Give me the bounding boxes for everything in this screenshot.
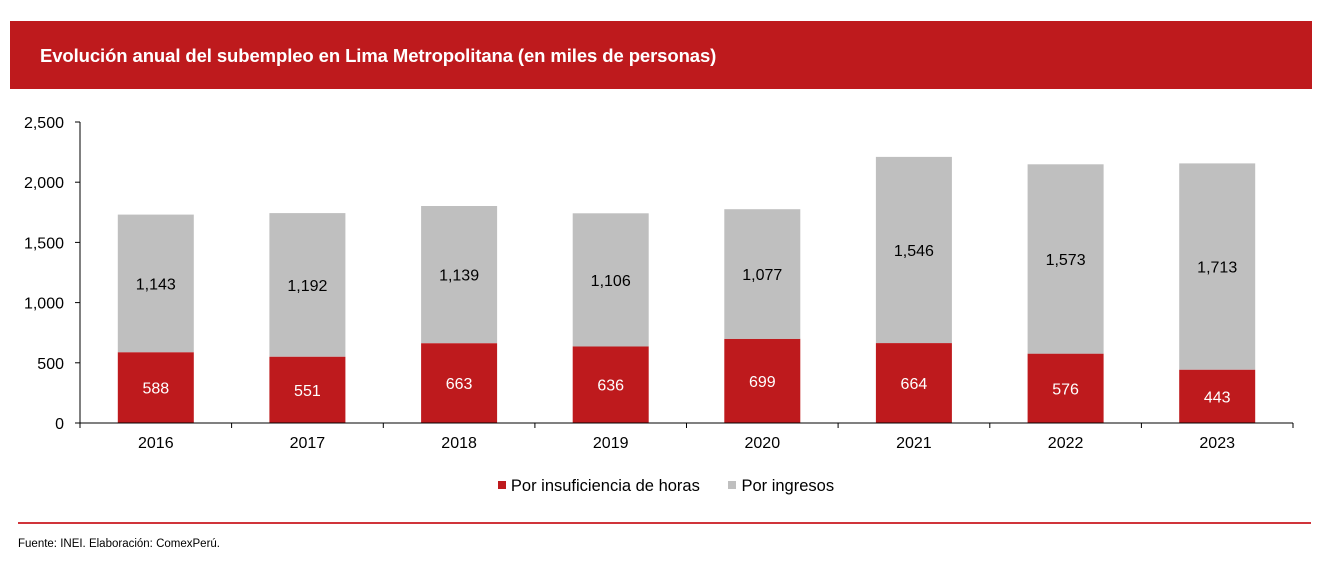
bars-layer [117,156,1256,423]
bar-segment-hours-2016 [117,352,194,423]
legend-swatch-income [728,481,737,489]
data-label-income-2020: 1,077 [742,267,782,284]
chart-header-band [10,21,1312,89]
legend-swatch-hours [497,481,506,489]
bar-segment-income-2018 [421,206,498,344]
data-label-hours-2018: 663 [446,376,473,393]
data-label-income-2021: 1,546 [894,243,934,260]
data-label-income-2022: 1,573 [1046,252,1086,269]
bar-segment-hours-2020 [724,338,801,423]
x-tick-label-2018: 2018 [441,435,477,452]
bar-segment-income-2017 [269,213,346,357]
y-tick-label-1000: 1,000 [24,296,64,313]
bar-segment-income-2021 [875,156,952,343]
x-tick-label-2022: 2022 [1048,435,1084,452]
y-tick-label-2000: 2,000 [24,175,64,192]
data-label-income-2018: 1,139 [439,268,479,285]
stacked-bar-chart: 0 500 1,000 1,500 2,000 2,500 2016 2017 2018 2019… [24,115,1294,452]
legend-label-income: Por ingresos [741,477,835,495]
bar-segment-income-2022 [1027,164,1104,354]
data-label-income-2019: 1,106 [591,273,631,290]
footer-divider [18,522,1311,524]
y-tick-label-1500: 1,500 [24,235,64,252]
x-tick-label-2017: 2017 [290,435,326,452]
bar-segment-income-2020 [724,209,801,339]
axes-layer: 0 500 1,000 1,500 2,000 2,500 2016 2017 2018 2019… [24,115,1294,452]
bar-segment-hours-2021 [875,343,952,423]
bar-segment-hours-2023 [1179,369,1256,423]
data-label-hours-2022: 576 [1052,381,1079,398]
data-label-income-2023: 1,713 [1197,260,1237,277]
y-tick-label-2500: 2,500 [24,115,64,132]
x-tick-label-2021: 2021 [896,435,932,452]
bar-segment-income-2016 [117,214,194,353]
bar-segment-hours-2022 [1027,353,1104,423]
chart-title: Evolución anual del subempleo en Lima Me… [40,45,717,66]
x-tick-label-2023: 2023 [1199,435,1235,452]
bar-segment-hours-2019 [572,346,649,423]
y-tick-label-0: 0 [55,416,64,433]
x-tick-label-2019: 2019 [593,435,629,452]
data-label-income-2017: 1,192 [287,278,327,295]
data-label-hours-2016: 588 [142,381,169,398]
bar-segment-hours-2018 [421,343,498,423]
data-labels-layer: 588 1,143 551 1,192 663 1,139 636 1,106 699 1,077… [136,243,1238,406]
source-note: Fuente: INEI. Elaboración: ComexPerú. [18,538,220,550]
data-label-hours-2021: 664 [901,376,928,393]
bar-segment-hours-2017 [269,356,346,423]
chart-legend: Por insuficiencia de horas Por ingresos [0,477,1332,496]
y-tick-label-500: 500 [37,356,64,373]
data-label-income-2016: 1,143 [136,276,176,293]
data-label-hours-2023: 443 [1204,389,1231,406]
data-label-hours-2020: 699 [749,374,776,391]
legend-item-hours: Por insuficiencia de horas [497,477,700,496]
bar-segment-income-2023 [1179,163,1256,370]
legend-item-income: Por ingresos [728,477,834,496]
x-tick-label-2020: 2020 [745,435,781,452]
legend-label-hours: Por insuficiencia de horas [510,477,700,495]
data-label-hours-2017: 551 [294,383,321,400]
bar-segment-income-2019 [572,213,649,347]
data-label-hours-2019: 636 [597,378,624,395]
x-tick-label-2016: 2016 [138,435,174,452]
